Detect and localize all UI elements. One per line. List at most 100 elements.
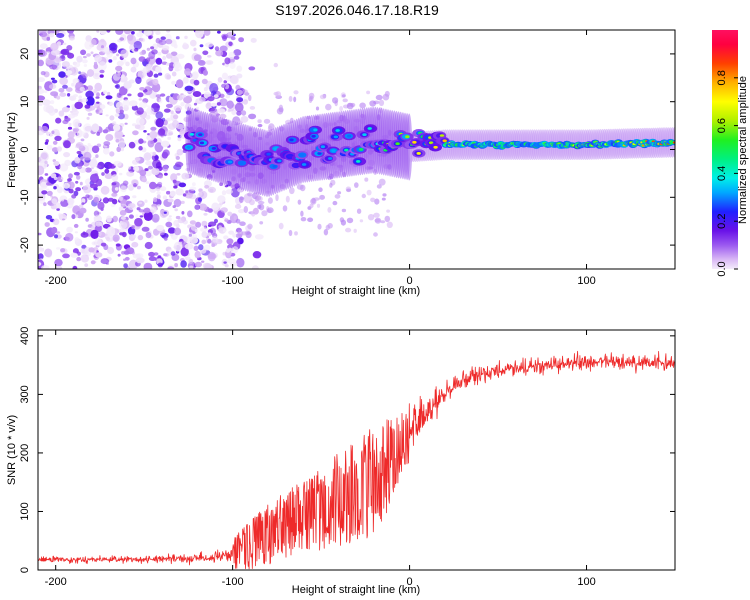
noise-blob (59, 77, 68, 85)
noise-blob (378, 178, 386, 186)
noise-blob (157, 255, 162, 259)
noise-blob (190, 39, 197, 47)
noise-blob (39, 198, 46, 205)
noise-blob (307, 217, 314, 223)
noise-blob (219, 202, 224, 206)
noise-blob (133, 40, 142, 50)
noise-blob (85, 167, 92, 173)
noise-blob (148, 256, 157, 262)
noise-blob (381, 197, 386, 201)
noise-blob (146, 47, 151, 51)
noise-blob (208, 221, 217, 227)
noise-blob (375, 94, 383, 101)
noise-blob (141, 177, 147, 183)
ridge-blob (428, 141, 434, 145)
noise-blob (90, 39, 97, 46)
noise-blob (83, 64, 88, 67)
noise-blob (87, 112, 93, 116)
noise-blob (136, 32, 144, 38)
noise-blob (172, 120, 180, 129)
snr-y-axis: 0 100 200 300 400 (19, 327, 675, 573)
noise-blob (180, 200, 185, 204)
noise-blob (107, 246, 115, 255)
y-tick-label: -20 (19, 237, 31, 253)
noise-blob (153, 73, 159, 78)
noise-blob (296, 184, 304, 190)
ridge-blob (189, 133, 194, 136)
noise-blob (78, 204, 84, 209)
noise-blob (46, 182, 52, 186)
noise-blob (60, 48, 70, 56)
noise-blob (345, 227, 352, 233)
noise-blob (182, 43, 190, 50)
noise-blob (123, 263, 128, 269)
noise-blob (194, 261, 202, 268)
spectrogram-y-label: Frequency (Hz) (6, 112, 18, 188)
noise-blob (194, 250, 201, 259)
noise-blob (137, 92, 144, 98)
snr-frame (37, 329, 676, 571)
noise-blob (74, 231, 78, 234)
noise-blob (71, 82, 75, 87)
noise-blob (157, 262, 163, 268)
noise-blob (116, 60, 124, 67)
noise-blob (38, 30, 47, 36)
ridge-blob (433, 145, 438, 149)
noise-blob (201, 78, 208, 85)
noise-blob (132, 130, 139, 136)
noise-blob (144, 199, 148, 203)
noise-blob (143, 207, 151, 214)
noise-blob (73, 171, 80, 176)
noise-blob (50, 49, 60, 56)
noise-blob (56, 186, 63, 194)
noise-blob (198, 191, 203, 196)
noise-blob (103, 141, 111, 146)
noise-blob (218, 225, 222, 229)
noise-blob (86, 53, 91, 57)
noise-blob (93, 63, 99, 70)
noise-blob (62, 253, 70, 259)
noise-blob (127, 93, 132, 97)
colorbar-tick-label: 0.2 (716, 214, 728, 229)
noise-blob (248, 94, 252, 102)
noise-blob (132, 195, 137, 199)
noise-blob (99, 69, 105, 74)
y-tick-label: 0 (19, 567, 31, 573)
ridge-blob (199, 141, 205, 145)
noise-blob (119, 172, 123, 176)
noise-blob (152, 82, 161, 93)
noise-blob (125, 61, 130, 67)
noise-blob (48, 84, 57, 90)
noise-blob (105, 126, 112, 132)
noise-blob (56, 231, 61, 234)
noise-blob (114, 187, 119, 191)
noise-blob (109, 151, 115, 157)
noise-blob (55, 117, 62, 124)
noise-blob (156, 191, 161, 195)
noise-blob (127, 34, 134, 42)
noise-blob (72, 119, 81, 128)
noise-blob (161, 151, 168, 159)
noise-blob (167, 136, 172, 140)
noise-blob (167, 198, 174, 203)
noise-blob (58, 110, 65, 117)
noise-blob (123, 250, 130, 255)
noise-blob (199, 44, 204, 48)
noise-blob (288, 95, 293, 102)
noise-blob (87, 143, 91, 147)
noise-blob (149, 181, 157, 190)
noise-blob (184, 243, 194, 250)
noise-blob (171, 80, 177, 85)
noise-blob (184, 256, 191, 261)
noise-blob (71, 104, 76, 109)
noise-blob (366, 90, 371, 95)
noise-blob (300, 210, 304, 217)
noise-blob (374, 198, 380, 205)
noise-blob (156, 204, 161, 208)
noise-blob (58, 213, 67, 221)
noise-blob (107, 91, 111, 96)
noise-blob (189, 265, 194, 269)
noise-blob (359, 219, 364, 223)
noise-blob (201, 231, 208, 238)
